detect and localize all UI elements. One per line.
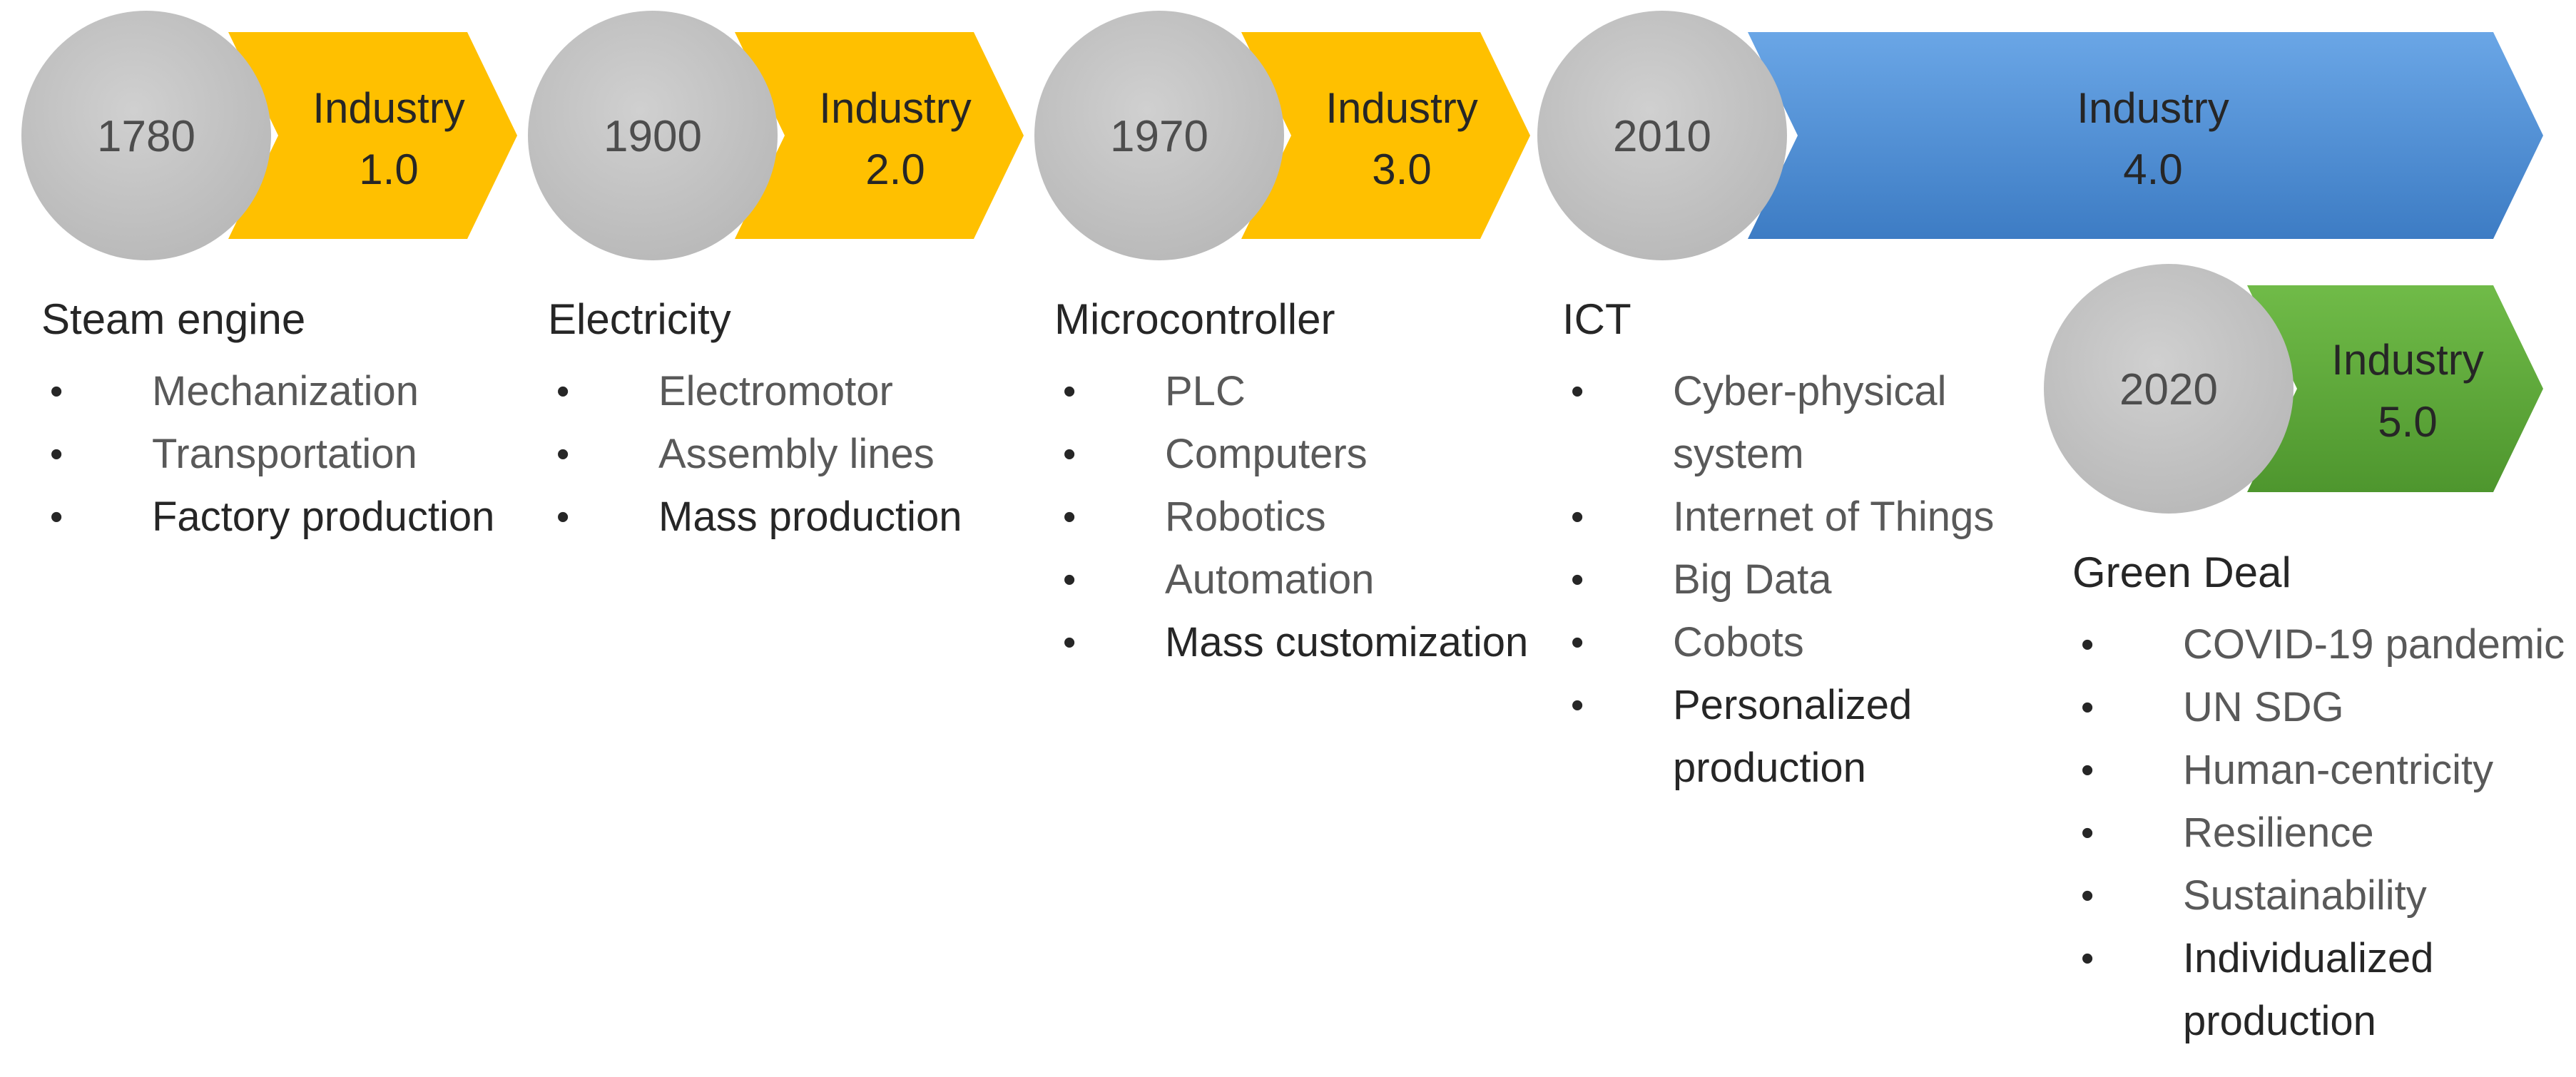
year-1780-circle — [21, 11, 271, 260]
list-item: Mass customization — [1054, 611, 1554, 674]
stage-industry-5: 2020 Industry 5.0 — [2044, 264, 2543, 514]
list-item: Electromotor — [548, 360, 1019, 423]
year-1900-circle — [528, 11, 778, 260]
list-item: Assembly lines — [548, 423, 1019, 486]
stage-industry-2: 1900 Industry 2.0 — [528, 11, 1024, 260]
year-1900: 1900 — [604, 112, 702, 161]
industry-5-list: COVID-19 pandemic UN SDG Human-centricit… — [2072, 613, 2572, 1053]
list-item: Internet of Things — [1562, 486, 2019, 548]
industry-5-arrow — [2247, 285, 2543, 492]
list-item: Robotics — [1054, 486, 1554, 548]
list-item: Big Data — [1562, 548, 2019, 611]
list-item: PLC — [1054, 360, 1554, 423]
year-1780: 1780 — [97, 112, 195, 161]
stage-industry-3: 1970 Industry 3.0 — [1034, 11, 1530, 260]
list-item: Transportation — [41, 423, 512, 486]
list-item: COVID-19 pandemic — [2072, 613, 2572, 676]
list-item: Cobots — [1562, 611, 2019, 674]
column-industry-2: Electricity Electromotor Assembly lines … — [548, 289, 1019, 548]
list-item: Mass production — [548, 486, 1019, 548]
industry-1-arrow — [228, 32, 517, 239]
industry-2-list: Electromotor Assembly lines Mass product… — [548, 360, 1019, 548]
list-item: Factory production — [41, 486, 512, 548]
industry-2-label-line1: Industry — [819, 84, 971, 132]
year-2010: 2010 — [1613, 112, 1711, 161]
list-item: Resilience — [2072, 802, 2572, 864]
list-item: Computers — [1054, 423, 1554, 486]
list-item: Sustainability — [2072, 864, 2572, 927]
list-item: Mechanization — [41, 360, 512, 423]
driver-electricity: Electricity — [548, 295, 731, 343]
driver-microcontroller: Microcontroller — [1054, 295, 1335, 343]
industry-3-list: PLC Computers Robotics Automation Mass c… — [1054, 360, 1554, 674]
industry-3-label-line2: 3.0 — [1372, 146, 1431, 193]
stage-industry-4: 2010 Industry 4.0 — [1537, 11, 2543, 260]
year-1970-circle — [1034, 11, 1284, 260]
column-industry-3: Microcontroller PLC Computers Robotics A… — [1054, 289, 1554, 674]
list-item: Automation — [1054, 548, 1554, 611]
industry-2-label-line2: 2.0 — [865, 146, 925, 193]
industry-4-label-line2: 4.0 — [2123, 146, 2182, 193]
list-item: UN SDG — [2072, 676, 2572, 739]
industry-1-list: Mechanization Transportation Factory pro… — [41, 360, 512, 548]
industry-5-label-line2: 5.0 — [2378, 398, 2437, 446]
driver-ict: ICT — [1562, 295, 1631, 343]
year-2020-circle — [2044, 264, 2294, 514]
year-2020: 2020 — [2119, 365, 2218, 414]
list-item: Cyber-physical system — [1562, 360, 1972, 486]
driver-green-deal: Green Deal — [2072, 548, 2291, 596]
list-item: Human-centricity — [2072, 739, 2572, 802]
stage-industry-1: 1780 Industry 1.0 — [21, 11, 517, 260]
column-industry-1: Steam engine Mechanization Transportatio… — [41, 289, 512, 548]
year-1970: 1970 — [1110, 112, 1208, 161]
driver-steam-engine: Steam engine — [41, 295, 306, 343]
column-industry-4: ICT Cyber-physical system Internet of Th… — [1562, 289, 2019, 800]
column-industry-5: Green Deal COVID-19 pandemic UN SDG Huma… — [2072, 542, 2572, 1053]
year-2010-circle — [1537, 11, 1787, 260]
industry-2-arrow — [735, 32, 1024, 239]
industry-5-label-line1: Industry — [2331, 336, 2483, 384]
industry-3-label-line1: Industry — [1325, 84, 1477, 132]
list-item: Individualized production — [2072, 927, 2497, 1053]
industry-1-label-line1: Industry — [312, 84, 464, 132]
industry-4-arrow — [1748, 32, 2543, 239]
industry-1-label-line2: 1.0 — [359, 146, 418, 193]
industry-4-list: Cyber-physical system Internet of Things… — [1562, 360, 2019, 800]
list-item: Personalized production — [1562, 674, 1972, 800]
industry-4-label-line1: Industry — [2077, 84, 2229, 132]
industry-3-arrow — [1241, 32, 1530, 239]
